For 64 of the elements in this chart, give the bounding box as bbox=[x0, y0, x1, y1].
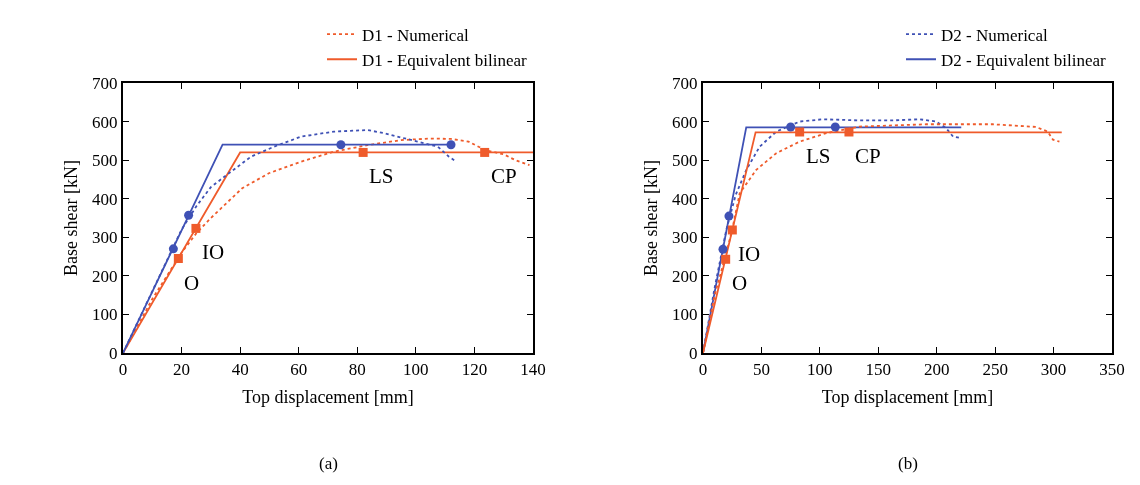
y-axis-title: Base shear [kN] bbox=[640, 160, 661, 276]
annotation: IO bbox=[738, 242, 761, 266]
x-tick-label: 140 bbox=[520, 360, 546, 380]
point bbox=[358, 147, 368, 157]
x-tick-label: 200 bbox=[923, 360, 950, 380]
y-tick-label: 100 bbox=[92, 305, 118, 325]
x-tick-label: 300 bbox=[1040, 360, 1067, 380]
x-axis-title: Top displacement [mm] bbox=[242, 387, 414, 407]
legend-label: D2 - Equivalent bilinear bbox=[941, 50, 1107, 70]
text: (a) bbox=[319, 454, 338, 473]
x-tick-label: 40 bbox=[231, 360, 249, 380]
x-tick-label: 250 bbox=[982, 360, 1008, 380]
x-tick-label: 100 bbox=[403, 360, 429, 380]
y-tick-label: 300 bbox=[672, 228, 698, 248]
point bbox=[727, 225, 737, 235]
y-tick-label: 600 bbox=[92, 112, 118, 132]
y-tick-label: 700 bbox=[92, 73, 118, 93]
point bbox=[446, 140, 456, 150]
annotation: O bbox=[184, 271, 200, 295]
annotation: O bbox=[732, 271, 748, 295]
point bbox=[718, 244, 728, 254]
point bbox=[191, 223, 201, 233]
x-tick-label: 80 bbox=[348, 360, 366, 380]
point bbox=[795, 127, 805, 137]
annotation: LS bbox=[806, 144, 831, 168]
y-tick-label: 200 bbox=[92, 266, 118, 286]
x-axis-title: Top displacement [mm] bbox=[821, 387, 994, 407]
y-tick-label: 600 bbox=[672, 112, 698, 132]
point bbox=[724, 211, 734, 221]
x-tick-label: 60 bbox=[290, 360, 308, 380]
y-tick-label: 0 bbox=[689, 343, 698, 363]
y-tick-label: 500 bbox=[92, 151, 118, 171]
y-tick-label: 100 bbox=[672, 305, 698, 325]
point bbox=[336, 140, 346, 150]
x-tick-label: 100 bbox=[807, 360, 833, 380]
legend-label: D2 - Numerical bbox=[941, 25, 1048, 45]
y-tick-label: 400 bbox=[92, 189, 118, 209]
legend-label: D1 - Equivalent bilinear bbox=[362, 50, 528, 70]
point bbox=[844, 127, 854, 137]
x-tick-label: 150 bbox=[865, 360, 892, 380]
point bbox=[480, 147, 490, 157]
y-tick-label: 400 bbox=[672, 189, 698, 209]
point bbox=[721, 254, 731, 264]
point bbox=[830, 122, 840, 132]
annotation: IO bbox=[202, 240, 225, 264]
x-tick-label: 50 bbox=[752, 360, 770, 380]
y-axis-title: Base shear [kN] bbox=[60, 160, 81, 276]
legend-label: D1 - Numerical bbox=[362, 25, 469, 45]
annotation: LS bbox=[369, 164, 394, 188]
x-tick-label: 20 bbox=[173, 360, 191, 380]
y-tick-label: 300 bbox=[92, 228, 118, 248]
y-tick-label: 500 bbox=[672, 151, 698, 171]
point bbox=[786, 122, 796, 132]
y-tick-label: 200 bbox=[672, 266, 698, 286]
y-tick-label: 0 bbox=[109, 343, 118, 363]
point bbox=[184, 210, 194, 220]
y-tick-label: 700 bbox=[672, 73, 698, 93]
text: (b) bbox=[898, 454, 918, 473]
x-tick-label: 350 bbox=[1099, 360, 1125, 380]
x-tick-label: 120 bbox=[461, 360, 488, 380]
point bbox=[173, 254, 183, 263]
point bbox=[168, 244, 178, 254]
annotation: CP bbox=[855, 144, 881, 168]
annotation: CP bbox=[491, 164, 517, 188]
